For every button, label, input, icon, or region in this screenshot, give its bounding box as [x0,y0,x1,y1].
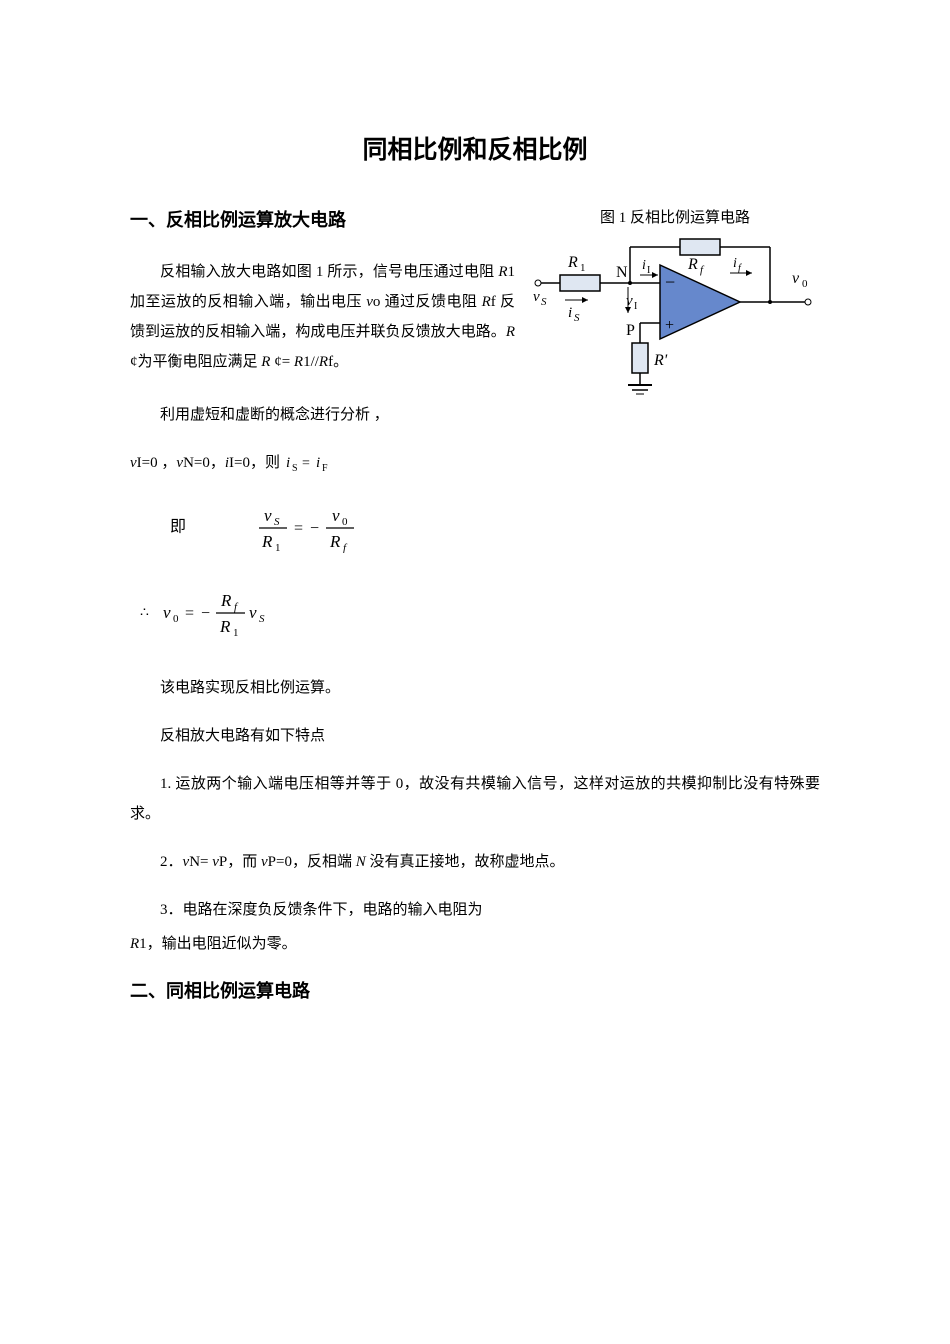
svg-text:f: f [234,601,239,613]
p3-t1: I=0 ， [137,455,177,471]
svg-text:=: = [294,520,303,537]
formula-vs-r1: v S R 1 = − v 0 R f [254,503,394,553]
para1-R: R [498,264,507,280]
formula-2-block: ∴ v 0 = − R f R 1 v S [140,588,820,638]
para1-t8: f。 [328,354,348,370]
p3-vi: v [130,455,137,471]
item-3-cont: R1，输出电阻近似为零。 [130,929,820,959]
svg-text:=: = [302,456,310,471]
svg-text:v: v [533,289,540,305]
svg-text:i: i [733,256,737,271]
para-3: vI=0 ，vN=0，iI=0，则 i S = i F [130,448,820,478]
svg-text:0: 0 [342,516,348,528]
i3-pre: 3．电路在深度负反馈条件下，电路的输入电阻为 [160,902,483,918]
right-column: 图 1 反相比例运算电路 v S R 1 i S [530,206,820,400]
svg-text:R': R' [653,352,668,369]
i2-vp: v [212,854,219,870]
svg-text:1: 1 [580,262,586,274]
svg-text:−: − [201,605,210,622]
svg-text:v: v [792,270,800,287]
i2-pre: 2． [160,854,183,870]
formula-v0: v 0 = − R f R 1 v S [153,588,303,638]
svg-text:R: R [687,256,698,273]
i2-vp2: v [261,854,268,870]
svg-text:I: I [634,301,637,312]
para1-Rc: R [506,324,515,340]
para1-Rf: R [482,294,491,310]
i2-t4: 没有真正接地，故称虚地点。 [366,854,565,870]
svg-text:1: 1 [233,627,239,638]
svg-text:S: S [541,296,547,308]
svg-text:v: v [332,506,340,525]
i2-t2: P，而 [219,854,261,870]
formula-1-block: 即 v S R 1 = − v 0 R f [170,503,820,553]
svg-text:R: R [219,617,231,636]
svg-text:N: N [616,264,628,281]
para1-t5: ¢为平衡电阻应满足 [130,354,261,370]
para-2: 利用虚短和虚断的概念进行分析 ， [130,400,820,430]
svg-text:i: i [642,258,646,273]
svg-text:v: v [249,603,257,622]
svg-text:v: v [626,293,633,309]
svg-text:R: R [261,532,273,551]
section-1-heading: 一、反相比例运算放大电路 [130,206,515,232]
svg-text:R: R [220,591,232,610]
p3-t3: I=0，则 [229,455,284,471]
page-title: 同相比例和反相比例 [130,130,820,166]
i2-n: N [356,854,366,870]
item-1: 1. 运放两个输入端电压相等并等于 0，故没有共模输入信号，这样对运放的共模抑制… [130,769,820,829]
p3-t2: N=0， [183,455,225,471]
svg-text:I: I [647,265,650,276]
i2-t3: P=0，反相端 [268,854,356,870]
item-3: 3．电路在深度负反馈条件下，电路的输入电阻为 [130,895,820,925]
svg-text:v: v [163,603,171,622]
para1-t7: 1// [303,354,319,370]
para1-text: 反相输入放大电路如图 1 所示，信号电压通过电阻 [160,264,498,280]
formula1-prefix: 即 [170,519,186,536]
svg-text:0: 0 [173,613,179,625]
svg-text:−: − [310,520,319,537]
para-5: 反相放大电路有如下特点 [130,721,820,751]
svg-text:F: F [322,463,328,474]
para1-t6: ¢= [270,354,293,370]
figure-1-caption: 图 1 反相比例运算电路 [530,206,820,227]
para-1: 反相输入放大电路如图 1 所示，信号电压通过电阻 R1 加至运放的反相输入端，输… [130,257,515,377]
svg-text:1: 1 [275,542,281,553]
svg-text:i: i [316,455,320,471]
svg-text:−: − [665,272,675,292]
para1-R1b: R [294,354,303,370]
para-4: 该电路实现反相比例运算。 [130,673,820,703]
svg-text:R: R [567,254,578,271]
svg-text:f: f [343,542,348,553]
para1-Rfb: R [319,354,328,370]
section-2-heading: 二、同相比例运算电路 [130,977,820,1003]
top-content-row: 一、反相比例运算放大电路 反相输入放大电路如图 1 所示，信号电压通过电阻 R1… [130,206,820,400]
formula2-prefix: ∴ [140,606,149,621]
circuit-diagram: v S R 1 i S N [530,235,820,400]
svg-text:S: S [574,312,580,324]
svg-text:f: f [738,263,742,274]
svg-text:S: S [259,613,265,625]
i3-r: R [130,936,139,952]
svg-text:S: S [292,463,298,474]
svg-text:S: S [274,516,280,528]
i3-post: 1，输出电阻近似为零。 [139,936,297,952]
left-column: 一、反相比例运算放大电路 反相输入放大电路如图 1 所示，信号电压通过电阻 R1… [130,206,515,400]
para1-v: v [366,294,373,310]
svg-text:=: = [185,605,194,622]
svg-text:v: v [264,506,272,525]
svg-text:i: i [568,305,572,321]
svg-text:P: P [626,322,635,339]
svg-text:0: 0 [802,278,808,290]
svg-text:f: f [700,264,705,276]
svg-text:R: R [329,532,341,551]
item-2: 2．vN= vP，而 vP=0，反相端 N 没有真正接地，故称虚地点。 [130,847,820,877]
svg-text:+: + [665,317,674,334]
formula-is-eq-if: i S = i F [284,453,344,475]
svg-text:i: i [286,455,290,471]
para1-t3: o 通过反馈电阻 [373,294,482,310]
i2-t1: N= [189,854,212,870]
